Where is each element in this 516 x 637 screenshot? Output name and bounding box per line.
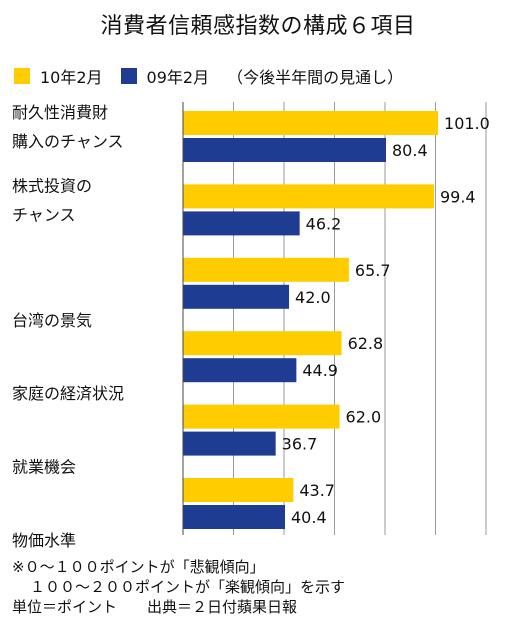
bar-series-1: [183, 478, 294, 502]
category-label: 購入のチャンス: [12, 132, 124, 151]
category-label: 物価水準: [12, 531, 76, 550]
category-label: 耐久性消費財: [12, 103, 108, 122]
bar-series-2: [183, 505, 286, 529]
bar-series-2: [183, 138, 387, 162]
legend-label-series-2: 09年2月: [146, 68, 210, 87]
bar-series-2: [183, 358, 297, 383]
legend-swatch-series-2: [120, 68, 137, 84]
data-label-series-2: 44.9: [302, 361, 338, 380]
bar-series-1: [183, 184, 434, 209]
category-label: チャンス: [12, 205, 76, 224]
legend-swatch-series-1: [14, 68, 30, 84]
data-label-series-2: 36.7: [282, 435, 318, 454]
legend-item-series-1: 10年2月: [14, 64, 103, 88]
category-label: 株式投資の: [12, 176, 92, 195]
data-label-series-1: 43.7: [299, 481, 335, 500]
bar-series-2: [183, 211, 300, 236]
chart-title: 消費者信頼感指数の構成６項目: [100, 14, 416, 39]
bar-series-2: [183, 431, 276, 456]
note-line-3: 単位＝ポイント 出典＝２日付蘋果日報: [12, 598, 298, 616]
data-label-series-2: 42.0: [295, 288, 331, 307]
data-label-series-1: 65.7: [355, 261, 391, 280]
data-label-series-2: 40.4: [291, 508, 327, 527]
bar-series-2: [183, 284, 290, 309]
note-line-1: ※０～１００ポイントが「悲観傾向」: [12, 558, 265, 576]
legend-item-series-2: 09年2月: [120, 64, 210, 88]
bar-series-1: [183, 404, 340, 429]
bar-series-1: [183, 111, 439, 135]
data-label-series-1: 99.4: [440, 187, 476, 206]
category-label: 台湾の景気: [12, 311, 92, 330]
category-label: 家庭の経済状況: [12, 384, 124, 403]
data-label-series-1: 62.8: [348, 334, 384, 353]
category-label: 就業機会: [12, 458, 76, 477]
data-label-series-1: 101.0: [444, 114, 490, 133]
legend-note: （今後半年間の見通し）: [227, 68, 404, 87]
note-line-2: １００～２００ポイントが「楽観傾向」を示す: [30, 578, 346, 596]
data-label-series-2: 80.4: [392, 141, 428, 160]
bar-series-1: [183, 257, 349, 282]
legend: 10年2月 09年2月 （今後半年間の見通し）: [14, 64, 403, 88]
legend-label-series-1: 10年2月: [40, 68, 103, 87]
data-label-series-2: 46.2: [306, 214, 342, 233]
chart-notes: ※０～１００ポイントが「悲観傾向」 １００～２００ポイントが「楽観傾向」を示す …: [12, 557, 345, 617]
bar-series-1: [183, 331, 342, 356]
data-label-series-1: 62.0: [346, 408, 382, 427]
